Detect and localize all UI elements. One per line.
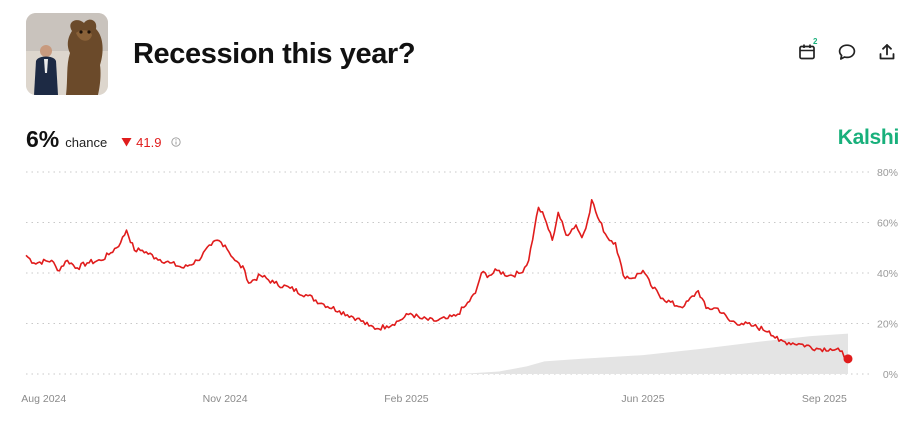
market-thumbnail[interactable] [26,13,108,95]
series-line [25,199,849,361]
probability-change: 41.9 [121,134,182,150]
kalshi-logo[interactable]: Kalshi [837,126,900,149]
info-icon[interactable] [171,137,182,147]
calendar-badge: 2 [813,37,818,46]
market-header: Recession this year? 2 [0,0,919,110]
probability-change-value: 41.9 [136,134,162,150]
probability-value: 6% [26,126,60,152]
y-tick-label: 80% [877,167,898,179]
down-triangle-icon [121,138,132,147]
x-tick-label: Aug 2024 [21,393,66,405]
volume-area [26,333,848,374]
series-end-point [843,354,853,364]
comment-icon[interactable] [837,42,857,62]
market-title: Recession this year? [133,38,416,70]
x-tick-label: Nov 2024 [203,393,248,405]
x-tick-label: Jun 2025 [621,393,664,405]
probability-label: chance [65,135,108,150]
y-tick-label: 60% [877,218,898,230]
probability-summary: 6% chance 41.9 [26,126,182,153]
market-thumbnail-image [26,13,108,95]
price-chart-svg: 0% 20% 40% 60% 80% Aug 2024 Nov 2024 Feb 2025 Ju… [21,167,898,405]
y-tick-label: 20% [877,319,898,331]
share-icon[interactable] [877,42,897,62]
calendar-icon[interactable]: 2 [797,37,817,62]
x-tick-label: Feb 2025 [384,393,429,405]
price-chart: 0% 20% 40% 60% 80% Aug 2024 Nov 2024 Feb 2025 Ju… [0,160,919,418]
y-tick-label: 40% [877,268,898,280]
x-tick-label: Sep 2025 [802,393,847,405]
y-tick-label: 0% [883,369,898,381]
